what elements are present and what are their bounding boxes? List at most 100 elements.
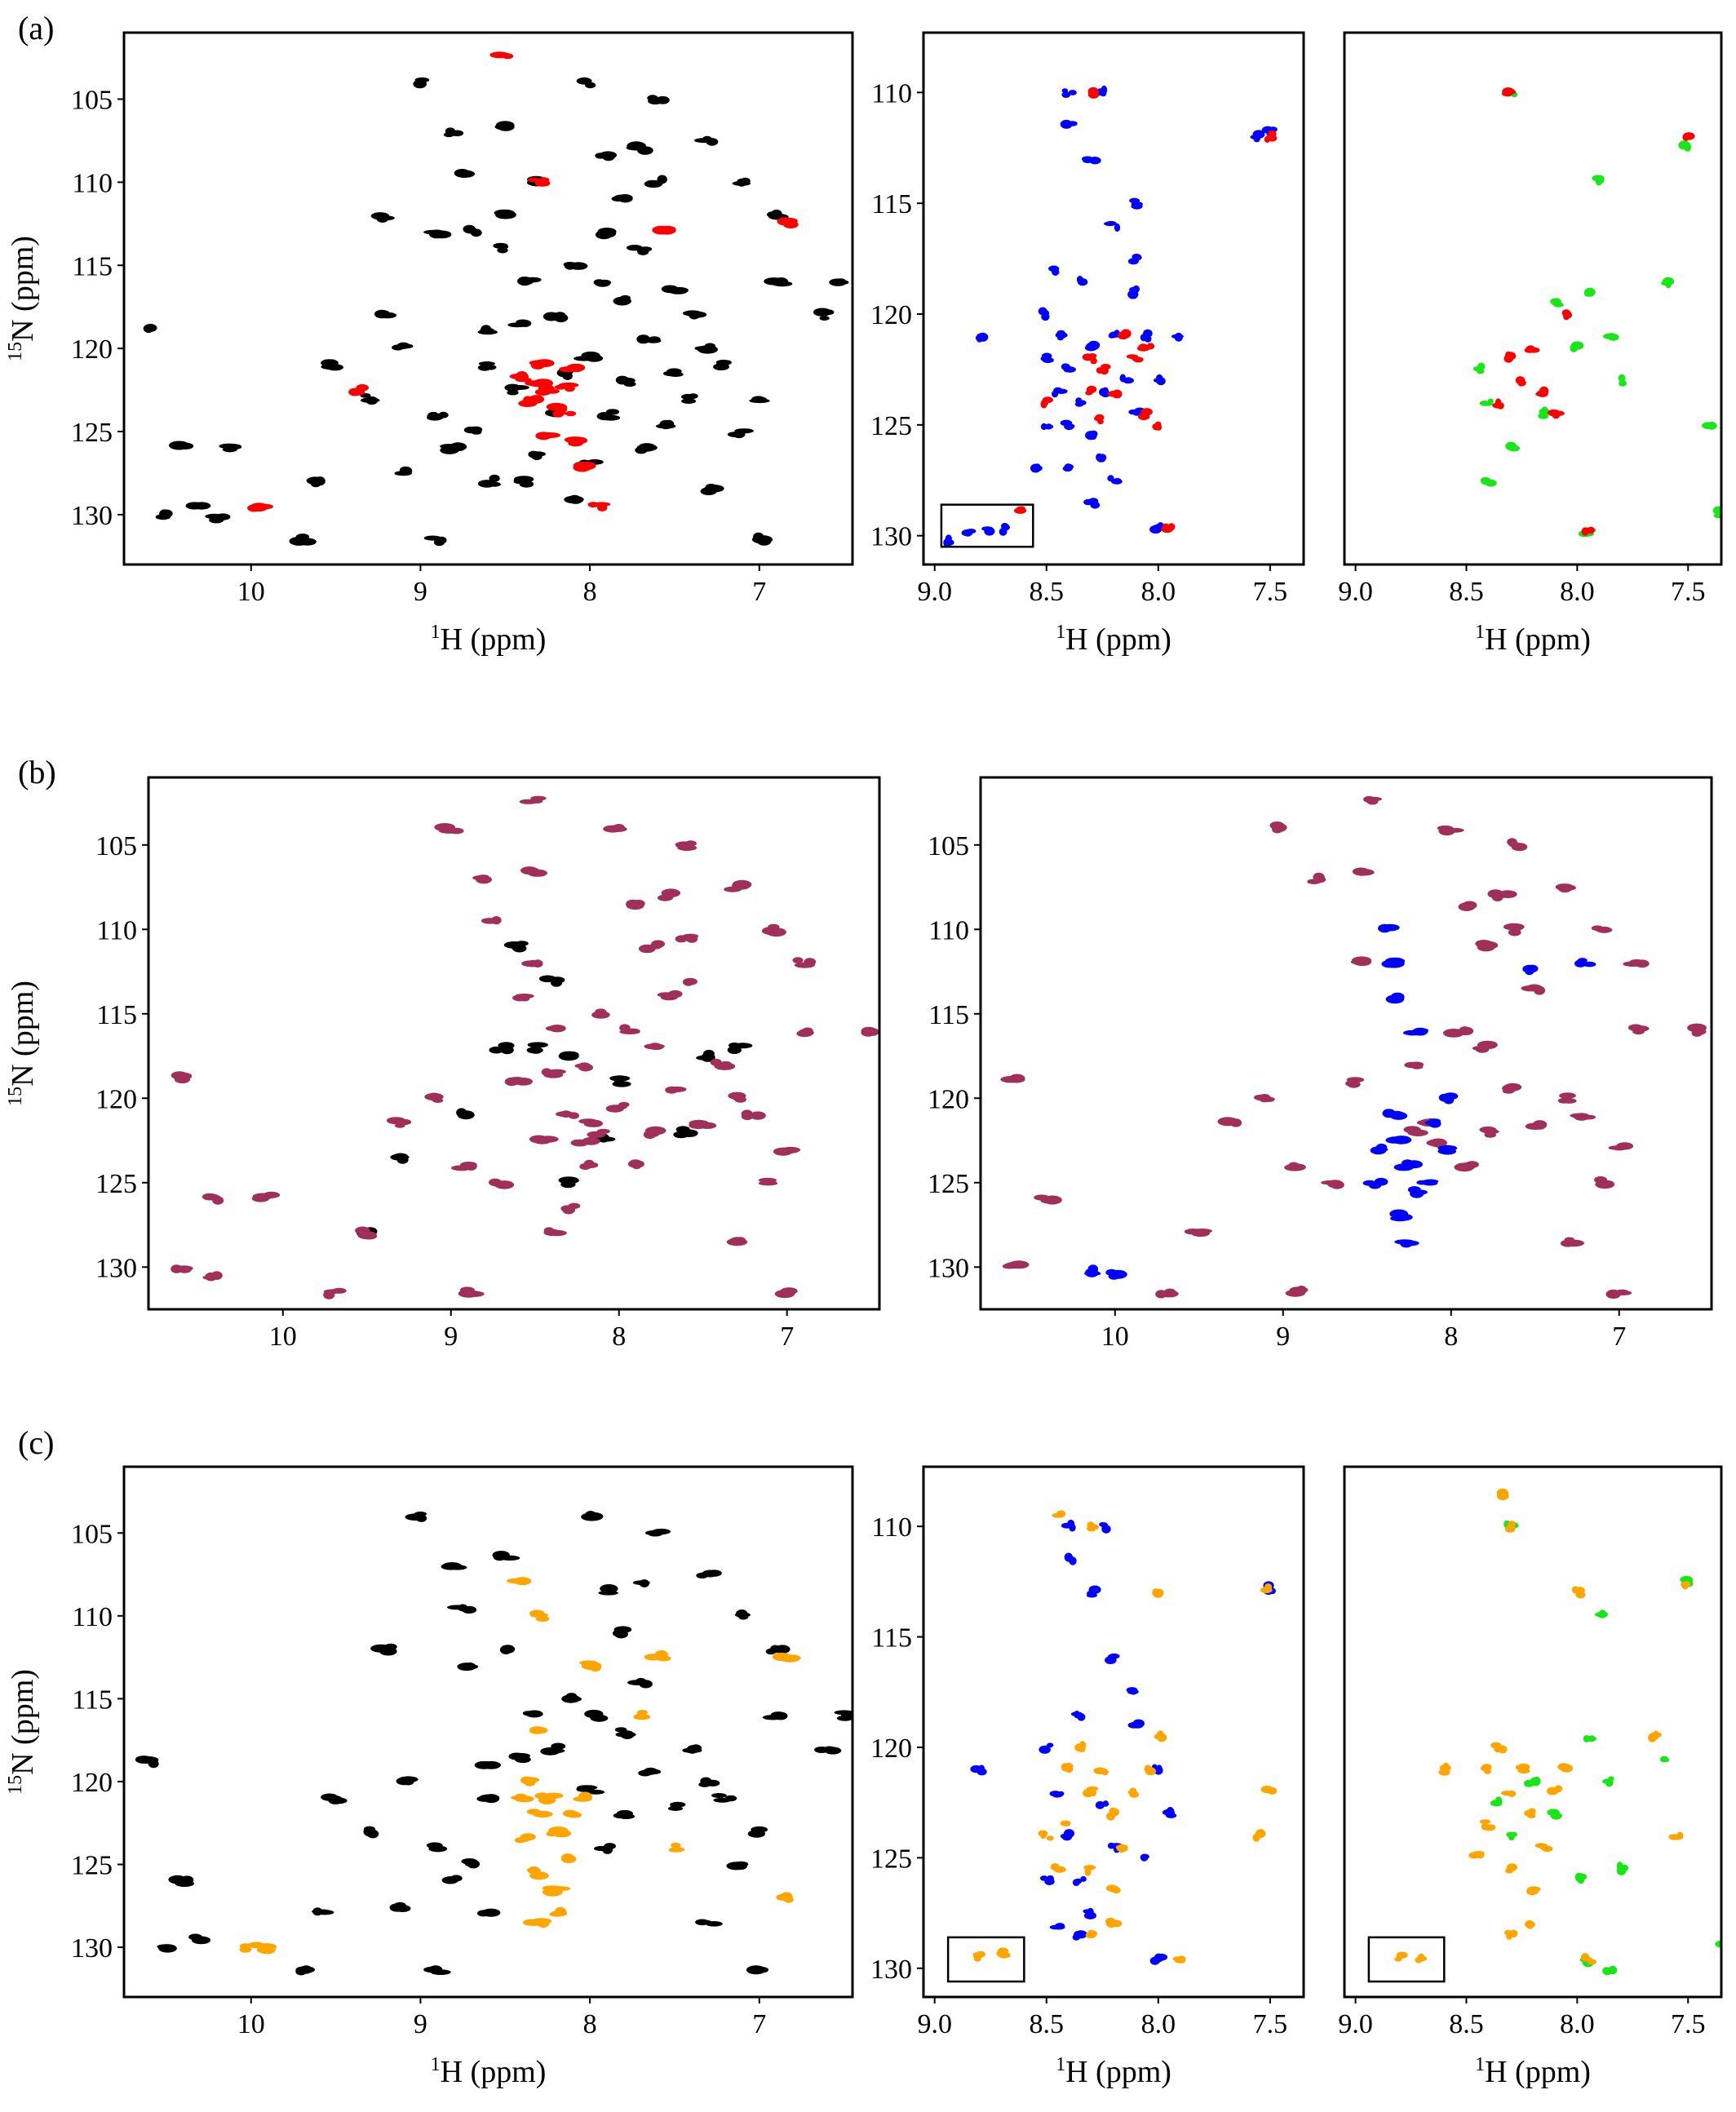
peak-maroon (251, 1194, 270, 1202)
peak-black (687, 311, 707, 318)
peak-red (352, 389, 365, 396)
peak-blue (1374, 1177, 1388, 1186)
peak-red (568, 440, 583, 447)
peak-blue (1140, 1853, 1149, 1860)
peak-layer (943, 85, 1278, 547)
peak-blue (1526, 964, 1539, 973)
peak-orange (1116, 1846, 1128, 1853)
peak-black (829, 278, 847, 286)
peak-black (222, 446, 237, 453)
peak-black (551, 1742, 566, 1750)
peak-maroon (386, 1117, 406, 1125)
peak-orange (1676, 1831, 1684, 1839)
spectrum-panel-7: 9.0 8.5 8.0 7.5 110 115 120 125 130 1H (ppm) (870, 1465, 1305, 2089)
peak-orange (523, 1919, 543, 1926)
peak-maroon (638, 944, 656, 954)
peak-black (399, 466, 412, 474)
peak-black (457, 1663, 476, 1671)
peak-maroon (643, 1130, 657, 1139)
peak-blue (1416, 1028, 1428, 1033)
peak-green (1485, 479, 1497, 487)
peak-green (1584, 287, 1596, 297)
peak-black (405, 1513, 426, 1521)
peak-maroon (1258, 1094, 1271, 1103)
panel-label-b: (b) (18, 754, 56, 790)
peak-maroon (605, 1105, 625, 1113)
peak-maroon (519, 799, 538, 804)
peak-maroon (1353, 958, 1371, 967)
x-axis-label: 1H (ppm) (1475, 2054, 1591, 2089)
peak-black (423, 535, 442, 541)
peak-maroon (1458, 1026, 1474, 1036)
peak-orange (1528, 1808, 1536, 1814)
peak-black (360, 397, 380, 403)
peak-black (477, 1910, 490, 1917)
peak-maroon (689, 1119, 709, 1127)
peak-black (529, 1047, 542, 1054)
peak-maroon (1366, 798, 1379, 805)
peak-maroon (1346, 1077, 1365, 1083)
x-tick-label: 7 (752, 577, 766, 607)
x-tick-label: 7.5 (1671, 2009, 1706, 2039)
peak-blue (1132, 285, 1140, 293)
peak-red (1561, 309, 1571, 317)
peak-maroon (766, 928, 786, 937)
y-tick-label: 115 (96, 1000, 137, 1030)
peak-red (1524, 347, 1535, 353)
spectrum-panel-8: 9.0 8.5 8.0 7.5 1H (ppm) (1338, 1465, 1723, 2089)
peak-blue (1062, 465, 1073, 472)
peak-black (454, 170, 476, 178)
x-axis-label-main: H (ppm) (441, 2055, 547, 2089)
y-tick-label: 125 (870, 411, 912, 441)
peak-black (670, 286, 689, 294)
peak-maroon (1284, 1163, 1305, 1171)
peak-orange (1479, 1819, 1491, 1825)
peak-red (1167, 523, 1176, 531)
peak-red (1086, 387, 1095, 394)
x-tick-label: 9 (1276, 1322, 1290, 1352)
peak-black (476, 1795, 493, 1802)
peak-red (1497, 402, 1504, 410)
peak-orange (1417, 1955, 1428, 1962)
peak-black (824, 1747, 842, 1755)
peak-orange (1038, 1830, 1048, 1837)
peak-black (484, 365, 497, 370)
peak-red (1268, 135, 1278, 142)
x-axis-label: 1H (ppm) (1475, 622, 1591, 657)
peak-red (1097, 418, 1104, 425)
peak-red (1090, 357, 1097, 365)
peak-black (615, 1731, 636, 1738)
series-black (356, 941, 753, 1238)
x-tick-label: 9 (444, 1322, 458, 1352)
peak-black (751, 396, 767, 402)
peak-blue (1056, 330, 1065, 337)
peak-blue (1127, 1722, 1140, 1729)
peak-orange (561, 1854, 573, 1863)
peak-black (444, 1876, 457, 1883)
peak-blue (1061, 88, 1069, 93)
peak-blue (999, 528, 1008, 536)
peak-blue (1132, 409, 1142, 416)
peak-blue (1113, 478, 1123, 485)
peak-orange (1575, 1591, 1586, 1599)
peak-orange (1154, 1733, 1163, 1740)
peak-black (507, 389, 519, 396)
y-tick-label: 105 (71, 86, 113, 116)
y-tick-label: 130 (71, 1933, 113, 1964)
peak-black (645, 338, 662, 343)
peak-maroon (541, 1068, 552, 1076)
peak-black (574, 356, 595, 361)
peak-black (667, 1806, 684, 1811)
peak-maroon (574, 1063, 589, 1069)
peak-maroon (774, 1290, 795, 1299)
peak-black (700, 487, 717, 496)
peak-blue (1250, 135, 1260, 139)
peak-orange (552, 1829, 572, 1838)
x-axis-label-sup: 1 (1475, 2054, 1485, 2075)
peak-black (682, 1747, 702, 1753)
peak-black (585, 82, 596, 89)
peak-black (520, 279, 534, 285)
series-blue (1084, 923, 1596, 1280)
peak-orange (633, 1714, 651, 1720)
peak-orange (1178, 1955, 1186, 1964)
